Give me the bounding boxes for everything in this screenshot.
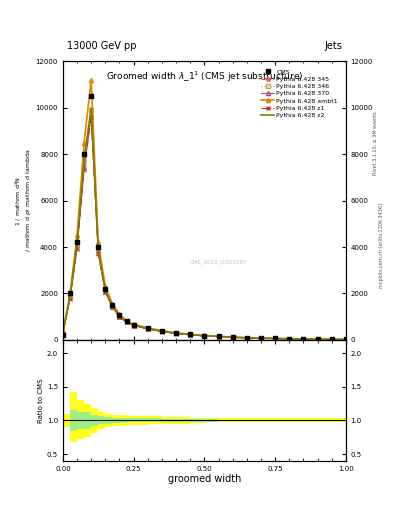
Text: mcplots.cern.ch [arXiv:1306.3436]: mcplots.cern.ch [arXiv:1306.3436]: [379, 203, 384, 288]
Text: CMS_2021_I1920187: CMS_2021_I1920187: [190, 259, 247, 265]
Y-axis label: 1 / mathrm d$^2$N
/ mathrm d $p_T$ mathrm d lambda: 1 / mathrm d$^2$N / mathrm d $p_T$ mathr…: [13, 149, 33, 252]
Text: 13000 GeV pp: 13000 GeV pp: [67, 40, 136, 51]
Legend: CMS, Pythia 6.428 345, Pythia 6.428 346, Pythia 6.428 370, Pythia 6.428 ambt1, P: CMS, Pythia 6.428 345, Pythia 6.428 346,…: [259, 68, 340, 120]
Y-axis label: Ratio to CMS: Ratio to CMS: [38, 378, 44, 422]
Text: Rivet 3.1.10, ≥ 3M events: Rivet 3.1.10, ≥ 3M events: [373, 112, 378, 175]
X-axis label: groomed width: groomed width: [168, 475, 241, 484]
Text: Groomed width $\lambda\_1^1$ (CMS jet substructure): Groomed width $\lambda\_1^1$ (CMS jet su…: [106, 70, 303, 84]
Text: Jets: Jets: [324, 40, 342, 51]
